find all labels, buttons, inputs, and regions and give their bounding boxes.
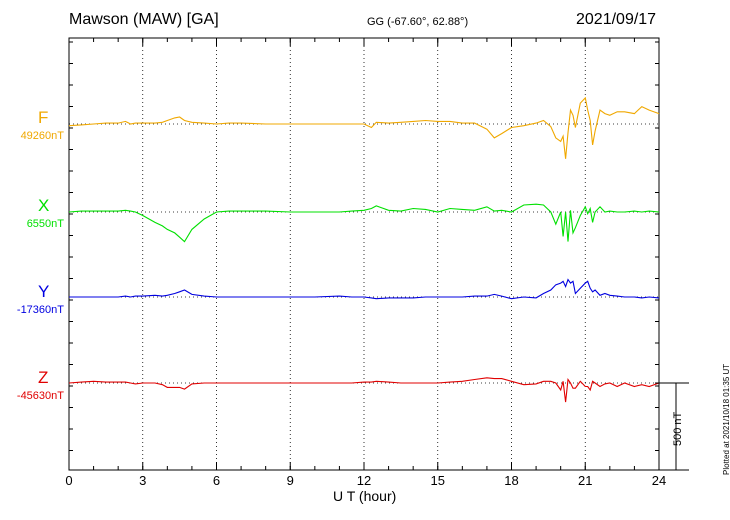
grid (142, 38, 586, 470)
component-label-z: Z (38, 368, 49, 387)
station-title: Mawson (MAW) [GA] (69, 11, 219, 28)
series-f (68, 96, 660, 159)
x-tick-label-15: 15 (430, 473, 445, 488)
component-label-x: X (38, 196, 50, 215)
x-tick-label-24: 24 (651, 473, 667, 488)
x-tick-label-9: 9 (286, 473, 294, 488)
baseline-value-x: 6550nT (26, 218, 64, 230)
baseline-value-f: 49260nT (20, 130, 64, 142)
series-y (69, 278, 660, 300)
series-x (68, 203, 660, 243)
x-tick-label-21: 21 (578, 473, 593, 488)
scale-label: 500 nT (672, 411, 684, 446)
component-label-f: F (38, 108, 49, 127)
x-axis-label: U T (hour) (333, 488, 397, 504)
series-lines (68, 96, 660, 403)
component-label-y: Y (38, 282, 50, 301)
x-tick-label-0: 0 (65, 473, 73, 488)
scale-bar (655, 382, 689, 471)
x-tick-label-12: 12 (356, 473, 372, 488)
plot-date: 2021/09/17 (576, 11, 657, 28)
plotted-timestamp: Plotted at 2021/10/18 01:35 UT (722, 363, 730, 475)
baseline-value-z: -45630nT (16, 390, 64, 402)
station-coordinates: GG (-67.60°, 62.88°) (367, 16, 469, 28)
series-z (68, 377, 660, 403)
x-tick-label-3: 3 (139, 473, 147, 488)
baseline-value-y: -17360nT (16, 304, 64, 316)
x-tick-label-18: 18 (504, 473, 519, 488)
tick-marks (68, 38, 660, 470)
x-tick-label-6: 6 (212, 473, 221, 488)
